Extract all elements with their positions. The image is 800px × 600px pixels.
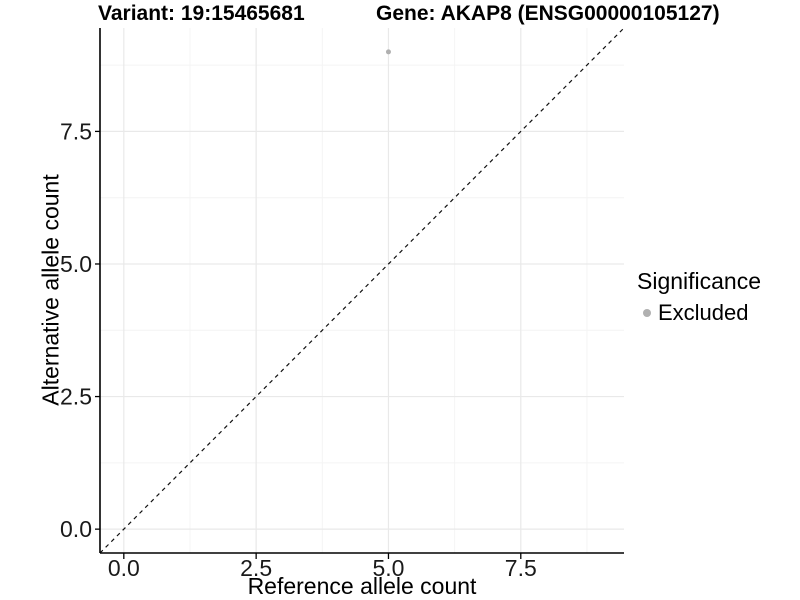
x-tick-label: 2.5 <box>240 555 272 581</box>
data-point <box>385 49 391 55</box>
y-tick-label: 7.5 <box>60 118 92 144</box>
y-tick-label: 5.0 <box>60 251 92 277</box>
y-tick-label: 2.5 <box>60 384 92 410</box>
legend-title: Significance <box>637 268 762 294</box>
y-axis-title: Alternative allele count <box>37 174 64 406</box>
plot-title-variant: Variant: 19:15465681 <box>98 2 305 25</box>
legend-item-excluded: Excluded <box>637 300 761 326</box>
identity-line <box>99 27 625 554</box>
x-axis-title: Reference allele count <box>247 573 477 599</box>
x-tick-label: 5.0 <box>372 555 404 581</box>
y-tick-label: 0.0 <box>60 516 92 542</box>
legend-item-label: Excluded <box>658 300 749 325</box>
legend: Significance Excluded <box>637 268 761 326</box>
x-tick-label: 7.5 <box>505 555 537 581</box>
plot-title-gene: Gene: AKAP8 (ENSG00000105127) <box>376 2 720 25</box>
excluded-marker-icon <box>643 309 651 317</box>
x-tick-label: 0.0 <box>108 555 140 581</box>
